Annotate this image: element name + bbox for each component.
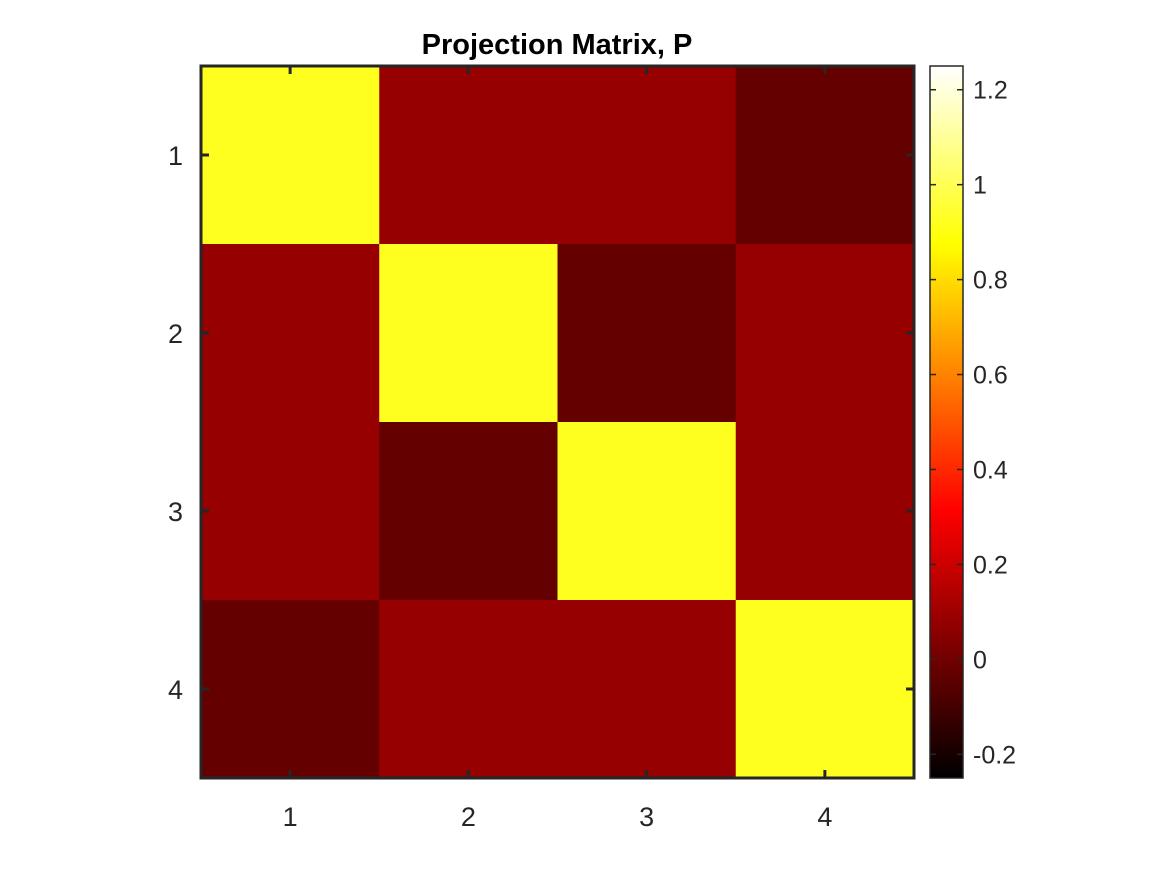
x-tick-label: 4: [817, 802, 832, 832]
y-tick-label: 4: [168, 675, 183, 705]
colorbar-tick-label: 1: [973, 172, 987, 200]
colorbar-tick-label: 0.4: [973, 456, 1008, 484]
heatmap-cell-2-1: [201, 244, 380, 423]
colorbar: -0.2 0 0.2 0.4 0.6 0.8 1 1.2: [929, 65, 1016, 779]
axes-box: [199, 64, 916, 780]
heatmap-cell-3-3: [557, 422, 737, 601]
x-tick-label: 1: [283, 802, 298, 832]
x-tick-label: 3: [639, 802, 654, 832]
heatmap-cell-3-2: [379, 422, 558, 601]
colorbar-tick-label: 0.6: [973, 362, 1008, 390]
colorbar-tick-label: 0: [973, 646, 987, 674]
colorbar-tick-label: -0.2: [973, 741, 1016, 769]
heatmap-cell-4-1: [201, 600, 380, 779]
heatmap-cell-4-2: [379, 600, 558, 779]
colorbar-tick-label: 0.8: [973, 267, 1008, 295]
heatmap-cell-4-3: [557, 600, 737, 779]
colorbar-tick-label: 0.2: [973, 551, 1008, 579]
chart-title: Projection Matrix, P: [422, 29, 693, 61]
heatmap-cell-3-1: [201, 422, 380, 601]
heatmap-cell-4-4: [735, 600, 915, 779]
heatmap-cell-2-2: [379, 244, 558, 423]
heatmap-cell-2-4: [735, 244, 915, 423]
heatmap-cell-1-1: [201, 66, 380, 245]
plot-axes: 1 2 3 4 1 2 3 4: [168, 64, 916, 832]
colorbar-fill: [930, 66, 963, 778]
y-tick-label: 3: [168, 497, 183, 527]
colorbar-tick-label: 1.2: [973, 77, 1008, 105]
heatmap-cell-2-3: [557, 244, 737, 423]
heatmap-cells: [201, 66, 915, 779]
heatmap-cell-1-2: [379, 66, 558, 245]
x-tick-label: 2: [461, 802, 476, 832]
heatmap-cell-3-4: [735, 422, 915, 601]
heatmap-cell-1-4: [735, 66, 915, 245]
y-tick-label: 1: [168, 141, 183, 171]
y-tick-label: 2: [168, 319, 183, 349]
heatmap-cell-1-3: [557, 66, 737, 245]
colorbar-border: [929, 65, 964, 779]
